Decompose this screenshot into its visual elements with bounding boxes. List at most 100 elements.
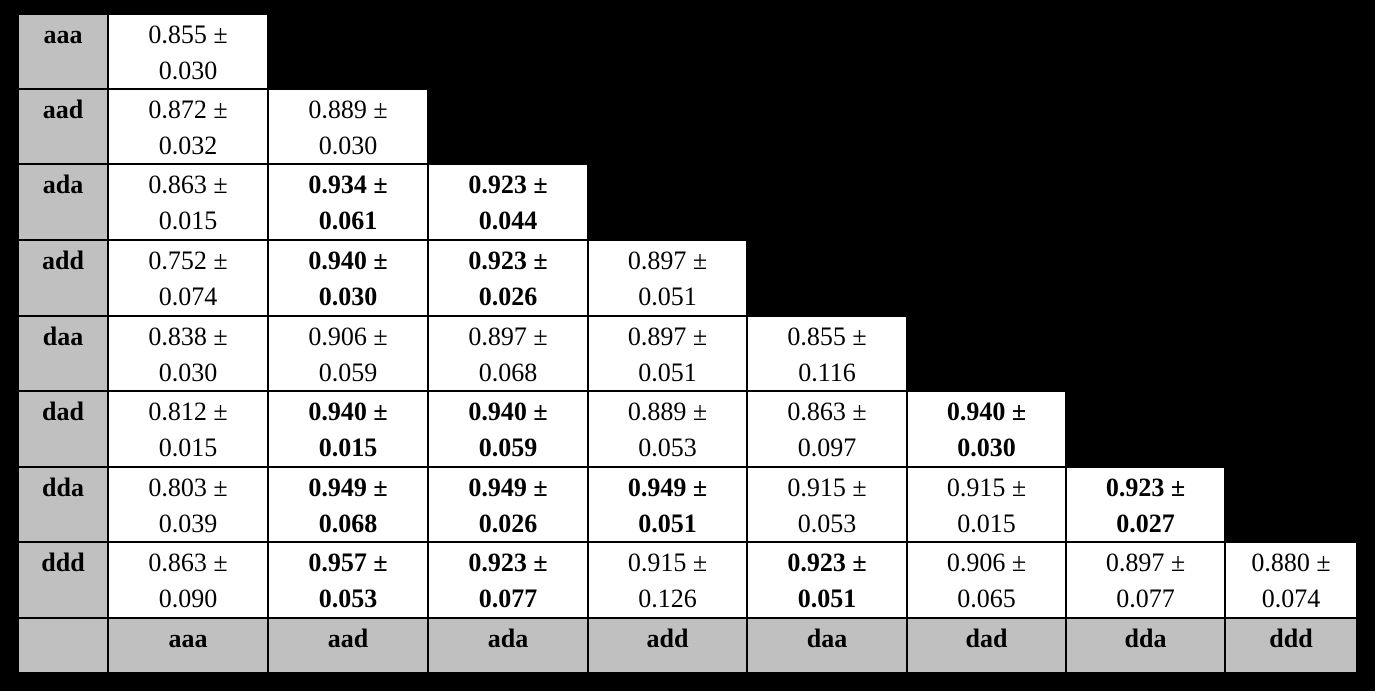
cell-text: 0.053 (797, 509, 857, 538)
value-cell: 0.872 ± 0.032 (109, 90, 267, 163)
cell-text: 0.803 ± (148, 473, 228, 502)
row-header: aaa (19, 15, 107, 88)
value-cell: 0.923 ± 0.077 (429, 543, 587, 617)
row-label: aaa (43, 20, 83, 49)
cell-text: 0.940 ± (308, 246, 388, 275)
cell-text: 0.923 ± (1105, 473, 1186, 502)
column-label: ddd (1269, 624, 1313, 653)
cell-text: 0.812 ± (148, 397, 228, 426)
cell-text: 0.934 ± (308, 170, 388, 199)
cell-text: 0.897 ± (627, 322, 708, 351)
value-cell: 0.803 ± 0.039 (109, 468, 267, 541)
value-cell: 0.923 ± 0.051 (748, 543, 906, 617)
column-header: ada (429, 619, 587, 672)
column-header: daa (748, 619, 906, 672)
row-label: dda (42, 473, 84, 502)
cell-text: 0.027 (1116, 509, 1175, 538)
cell-text: 0.126 (638, 584, 697, 613)
value-cell: 0.897 ± 0.051 (589, 241, 746, 315)
column-header: add (589, 619, 746, 672)
column-header: ddd (1226, 619, 1356, 672)
value-cell: 0.940 ± 0.030 (269, 241, 427, 315)
cell-text: 0.923 ± (468, 246, 548, 275)
cell-text: 0.051 (638, 282, 697, 311)
value-cell: 0.915 ± 0.015 (908, 468, 1065, 541)
value-cell: 0.889 ± 0.030 (269, 90, 427, 163)
value-cell: 0.915 ± 0.053 (748, 468, 906, 541)
value-cell: 0.889 ± 0.053 (589, 392, 746, 466)
value-cell: 0.897 ± 0.068 (429, 317, 587, 390)
cell-text: 0.015 (158, 206, 218, 235)
value-cell: 0.949 ± 0.068 (269, 468, 427, 541)
value-cell: 0.940 ± 0.059 (429, 392, 587, 466)
cell-text: 0.880 ± (1251, 548, 1331, 577)
cell-text: 0.026 (478, 282, 538, 311)
value-cell: 0.923 ± 0.044 (429, 165, 587, 239)
cell-text: 0.065 (957, 584, 1016, 613)
cell-text: 0.863 ± (787, 397, 867, 426)
cell-text: 0.053 (638, 433, 697, 462)
cell-text: 0.116 (798, 358, 856, 387)
corner-cell (19, 619, 107, 672)
cell-text: 0.949 ± (627, 473, 708, 502)
row-header: daa (19, 317, 107, 390)
column-header: dad (908, 619, 1065, 672)
value-cell: 0.957 ± 0.053 (269, 543, 427, 617)
cell-text: 0.059 (318, 358, 378, 387)
cell-text: 0.030 (318, 131, 378, 160)
cell-text: 0.906 ± (308, 322, 388, 351)
cell-text: 0.051 (797, 584, 857, 613)
row-header: dad (19, 392, 107, 466)
cell-text: 0.030 (158, 358, 218, 387)
cell-text: 0.897 ± (1105, 548, 1186, 577)
value-cell: 0.863 ± 0.090 (109, 543, 267, 617)
cell-text: 0.897 ± (468, 322, 548, 351)
cell-text: 0.097 (797, 433, 857, 462)
column-label: daa (806, 624, 848, 653)
cell-text: 0.957 ± (308, 548, 388, 577)
value-cell: 0.906 ± 0.065 (908, 543, 1065, 617)
cell-text: 0.915 ± (787, 473, 867, 502)
cell-text: 0.889 ± (627, 397, 708, 426)
column-label: aad (327, 624, 369, 653)
cell-text: 0.897 ± (627, 246, 708, 275)
column-header: aaa (109, 619, 267, 672)
row-header: dda (19, 468, 107, 541)
cell-text: 0.051 (638, 509, 697, 538)
cell-text: 0.015 (158, 433, 218, 462)
cell-text: 0.949 ± (308, 473, 388, 502)
value-cell: 0.752 ± 0.074 (109, 241, 267, 315)
cell-text: 0.074 (158, 282, 218, 311)
value-cell: 0.838 ± 0.030 (109, 317, 267, 390)
cell-text: 0.906 ± (946, 548, 1027, 577)
cell-text: 0.015 (957, 509, 1016, 538)
cell-text: 0.949 ± (468, 473, 548, 502)
value-cell: 0.940 ± 0.015 (269, 392, 427, 466)
value-cell: 0.923 ± 0.027 (1067, 468, 1224, 541)
column-label: aaa (168, 624, 208, 653)
cell-text: 0.053 (318, 584, 378, 613)
row-header: add (19, 241, 107, 315)
cell-text: 0.915 ± (627, 548, 708, 577)
cell-text: 0.032 (158, 131, 218, 160)
row-label: add (42, 246, 84, 275)
value-cell: 0.855 ± 0.030 (109, 15, 267, 88)
cell-text: 0.068 (318, 509, 378, 538)
row-label: ada (42, 170, 84, 199)
cell-text: 0.838 ± (148, 322, 228, 351)
cell-text: 0.940 ± (308, 397, 388, 426)
cell-text: 0.940 ± (946, 397, 1027, 426)
cell-text: 0.074 (1261, 584, 1321, 613)
cell-text: 0.068 (478, 358, 538, 387)
value-cell: 0.897 ± 0.077 (1067, 543, 1224, 617)
cell-text: 0.863 ± (148, 548, 228, 577)
cell-text: 0.855 ± (787, 322, 867, 351)
cell-text: 0.030 (957, 433, 1016, 462)
column-header: dda (1067, 619, 1224, 672)
value-cell: 0.934 ± 0.061 (269, 165, 427, 239)
cell-text: 0.077 (478, 584, 538, 613)
row-header: ddd (19, 543, 107, 617)
cell-text: 0.030 (158, 56, 218, 85)
cell-text: 0.077 (1116, 584, 1175, 613)
